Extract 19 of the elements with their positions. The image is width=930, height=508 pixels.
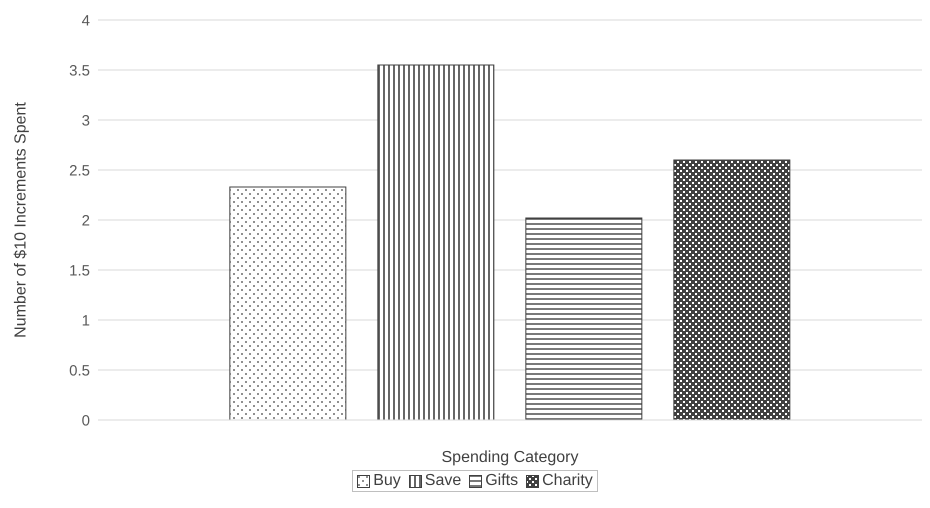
y-tick-label: 2 bbox=[82, 212, 90, 230]
legend-label: Gifts bbox=[485, 472, 518, 490]
legend-label: Charity bbox=[542, 472, 593, 490]
y-tick-label: 0.5 bbox=[69, 362, 90, 380]
y-tick-label: 0 bbox=[82, 412, 90, 430]
y-tick-label: 1 bbox=[82, 312, 90, 330]
legend-label: Save bbox=[424, 472, 462, 490]
y-tick-label: 2.5 bbox=[69, 162, 90, 180]
legend-label: Buy bbox=[373, 472, 401, 490]
bar bbox=[377, 64, 494, 420]
y-tick-label: 1.5 bbox=[69, 262, 90, 280]
bar bbox=[525, 218, 642, 420]
bar bbox=[229, 186, 346, 420]
y-tick-label: 4 bbox=[82, 12, 90, 30]
y-tick-label: 3 bbox=[82, 112, 90, 130]
bar bbox=[673, 160, 790, 420]
y-axis-title: Number of $10 Increments Spent bbox=[12, 102, 30, 338]
y-tick-label: 3.5 bbox=[69, 62, 90, 80]
x-axis-title: Spending Category bbox=[442, 449, 578, 466]
